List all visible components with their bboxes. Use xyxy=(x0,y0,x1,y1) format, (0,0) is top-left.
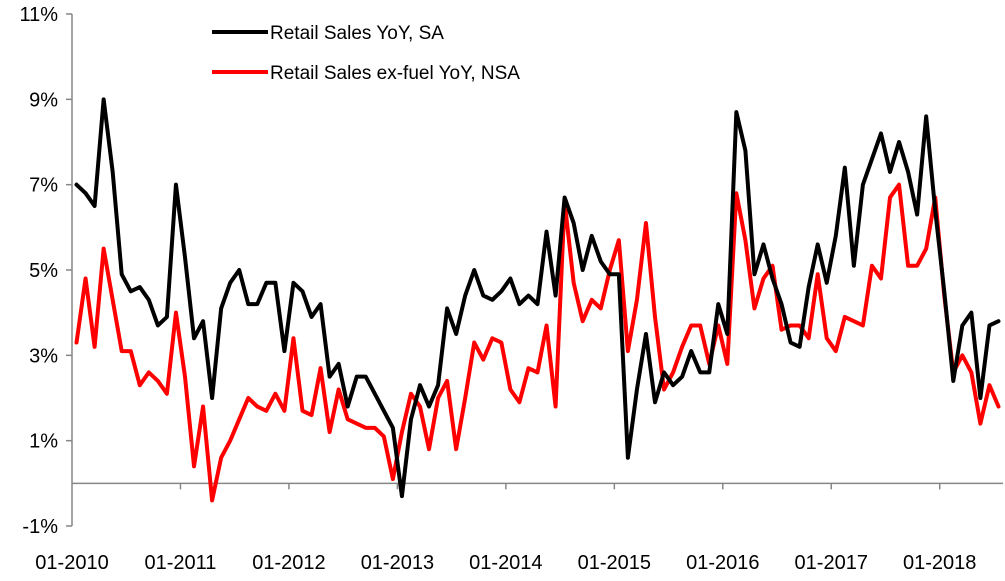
y-tick-label: 5% xyxy=(29,260,58,282)
series-line-retail-sales-ex-fuel xyxy=(74,182,1001,503)
legend: Retail Sales YoY, SA Retail Sales ex-fue… xyxy=(212,23,520,84)
x-tick-label: 01-2013 xyxy=(361,552,434,574)
legend-label-retail-sales-ex-fuel: Retail Sales ex-fuel YoY, NSA xyxy=(270,63,520,84)
x-tick-label: 01-2017 xyxy=(795,552,868,574)
y-tick-label: 9% xyxy=(29,89,58,111)
x-tick-label: 01-2015 xyxy=(578,552,651,574)
x-tick-label: 01-2012 xyxy=(252,552,325,574)
axes: 11% 9% 7% 5% 3% 1% -1% 01-2010 01-2011 01-2012 01-… xyxy=(19,4,1003,574)
x-tick-label: 01-2014 xyxy=(469,552,542,574)
series-lines xyxy=(74,97,1001,503)
y-tick-label: 7% xyxy=(29,175,58,197)
y-tick-label: 11% xyxy=(19,4,58,26)
x-tick-label: 01-2016 xyxy=(686,552,759,574)
legend-item-retail-sales-ex-fuel: Retail Sales ex-fuel YoY, NSA xyxy=(212,63,520,84)
x-tick-label: 01-2011 xyxy=(145,552,217,574)
legend-item-retail-sales-sa: Retail Sales YoY, SA xyxy=(212,23,444,44)
y-tick-label: 1% xyxy=(29,431,58,453)
legend-label-retail-sales-sa: Retail Sales YoY, SA xyxy=(270,23,444,44)
x-tick-label: 01-2010 xyxy=(35,552,108,574)
y-tick-label: -1% xyxy=(22,516,58,538)
series-line-retail-sales-sa xyxy=(74,97,1001,499)
y-tick-label: 3% xyxy=(29,345,58,367)
x-tick-label: 01-2018 xyxy=(903,552,976,574)
